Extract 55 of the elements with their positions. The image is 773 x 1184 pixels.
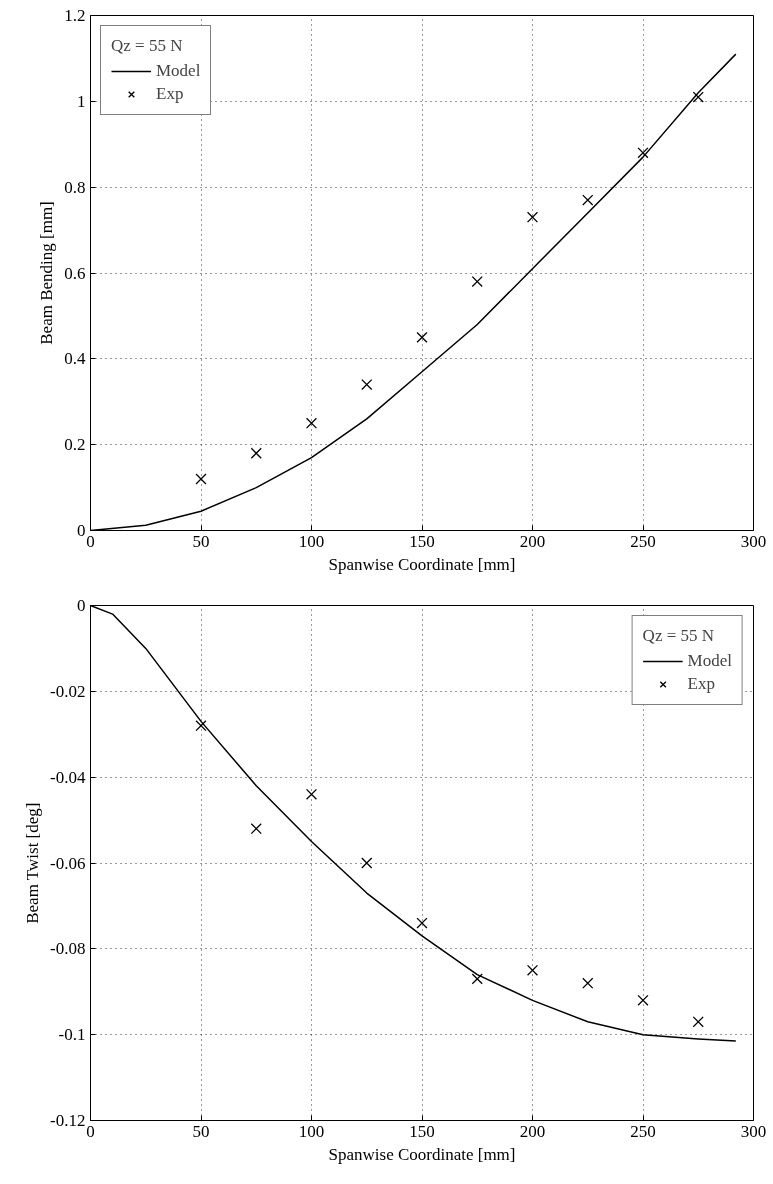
point: [526, 211, 539, 223]
legend-label: Exp: [156, 84, 184, 104]
y-tick-label: -0.06: [50, 853, 86, 873]
point: [250, 823, 262, 835]
y-axis-title: Beam Twist [deg]: [23, 802, 43, 924]
legend-label: Model: [687, 651, 732, 671]
point: [305, 788, 318, 800]
legend-label: Model: [156, 61, 201, 81]
point: [526, 964, 539, 976]
point: [195, 473, 207, 485]
point: [692, 91, 704, 103]
x-tick-label: 200: [519, 531, 546, 551]
y-tick-label: -0.12: [50, 1111, 86, 1130]
point: [637, 994, 649, 1006]
y-tick-label: -0.1: [58, 1025, 86, 1045]
legend-title: Qz = 55 N: [111, 36, 184, 56]
x-tick-label: 150: [409, 531, 435, 551]
point: [692, 1016, 704, 1028]
legend-title: Qz = 55 N: [642, 626, 716, 646]
point: [305, 417, 318, 429]
y-tick-label: 0.8: [64, 177, 86, 197]
y-tick-label: 0.6: [64, 263, 86, 283]
point: [582, 977, 594, 989]
point: [416, 331, 428, 343]
x-axis-title: Spanwise Coordinate [mm]: [328, 554, 516, 574]
point: [250, 447, 262, 459]
y-axis-title: Beam Bending [mm]: [37, 201, 57, 345]
x-tick-label: 100: [298, 531, 325, 551]
point: [416, 917, 428, 929]
y-tick-label: 1.2: [64, 6, 86, 25]
point: [582, 194, 594, 206]
legend-label: Exp: [687, 674, 715, 694]
x-axis-title: Spanwise Coordinate [mm]: [328, 1144, 516, 1164]
y-tick-label: 1: [77, 91, 86, 111]
x-tick-label: 300: [740, 531, 767, 551]
x-tick-label: 200: [519, 1121, 546, 1141]
y-tick-label: 0.2: [64, 435, 86, 455]
y-tick-label: -0.08: [50, 939, 86, 959]
x-tick-label: 250: [630, 531, 656, 551]
x-tick-label: 150: [409, 1121, 435, 1141]
point: [637, 147, 649, 159]
x-tick-label: 100: [298, 1121, 325, 1141]
point: [361, 378, 373, 391]
point: [471, 275, 483, 288]
point: [195, 720, 207, 732]
point: [471, 973, 483, 985]
y-tick-label: -0.04: [50, 767, 86, 787]
y-tick-label: 0.4: [64, 349, 86, 369]
x-tick-label: 250: [630, 1121, 656, 1141]
x-tick-label: 50: [192, 531, 210, 551]
x-tick-label: 300: [740, 1121, 767, 1141]
point: [361, 857, 373, 869]
y-tick-label: 0: [77, 596, 86, 615]
y-tick-label: -0.02: [50, 681, 86, 701]
x-tick-label: 50: [192, 1121, 210, 1141]
